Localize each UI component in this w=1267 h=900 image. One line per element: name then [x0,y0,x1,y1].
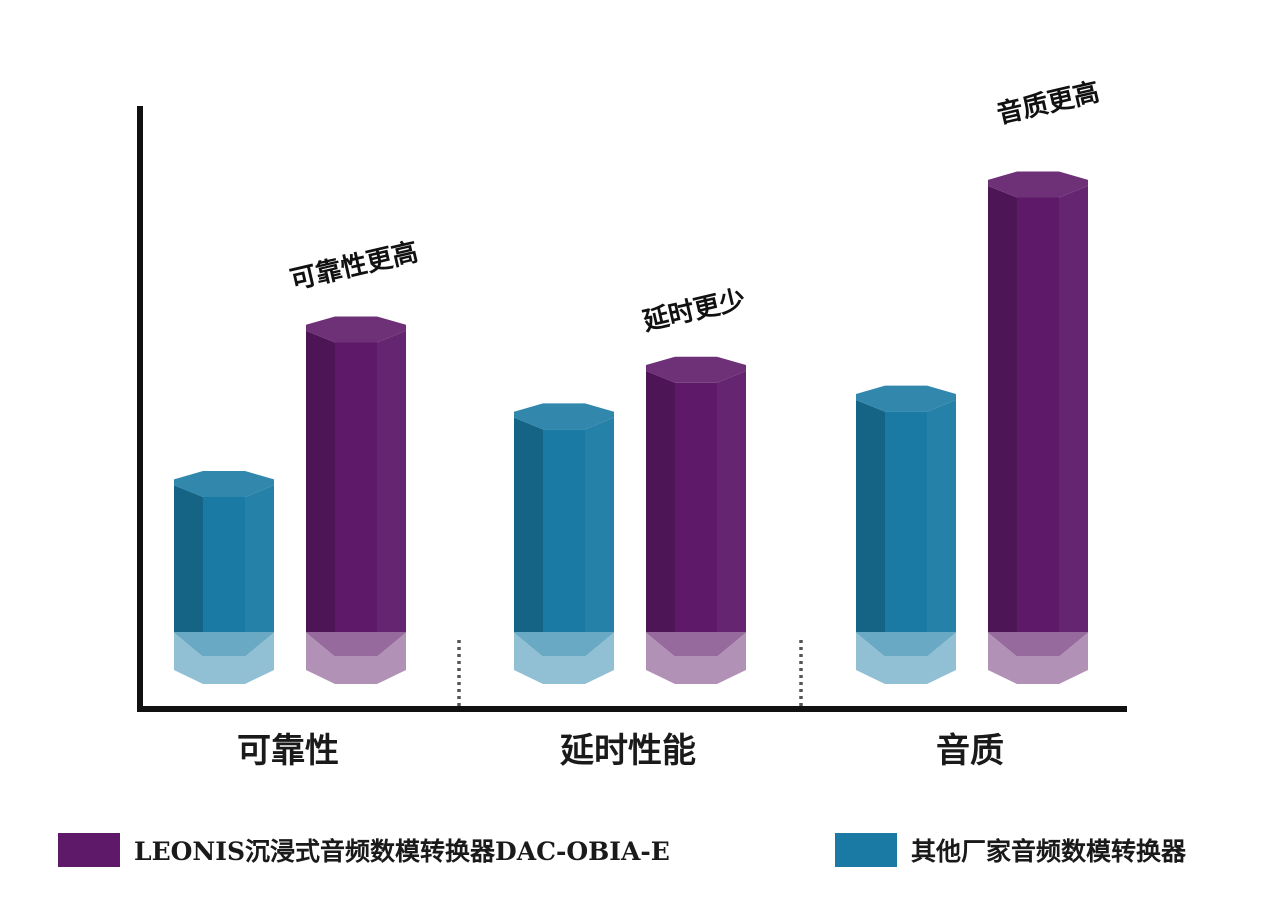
category-labels: 可靠性 延时性能 音质 [237,731,1004,771]
bar-others-2 [514,403,614,684]
legend-label-leonis: LEONIS沉浸式音频数模转换器DAC-OBIA-E [134,837,670,866]
bar-leonis-2 [646,356,746,684]
bar-leonis-3 [988,171,1088,684]
annotation-2: 延时更少 [639,285,748,338]
legend-item-leonis: LEONIS沉浸式音频数模转换器DAC-OBIA-E [58,832,670,868]
legend-item-others: 其他厂家音频数模转换器 [835,832,1186,868]
annotation-3: 音质更高 [994,76,1102,130]
legend-swatch-purple [58,833,120,867]
category-label-2: 延时性能 [560,731,696,771]
legend-swatch-blue [835,833,897,867]
bar-others-3 [856,385,956,684]
annotation-1: 可靠性更高 [287,236,421,295]
legend-label-others: 其他厂家音频数模转换器 [911,837,1187,866]
group-separators [457,640,803,706]
bar-others-1 [174,471,274,684]
bar-leonis-1 [306,316,406,684]
bars-layer [174,171,1088,684]
category-label-3: 音质 [936,731,1004,771]
category-label-1: 可靠性 [237,731,339,771]
